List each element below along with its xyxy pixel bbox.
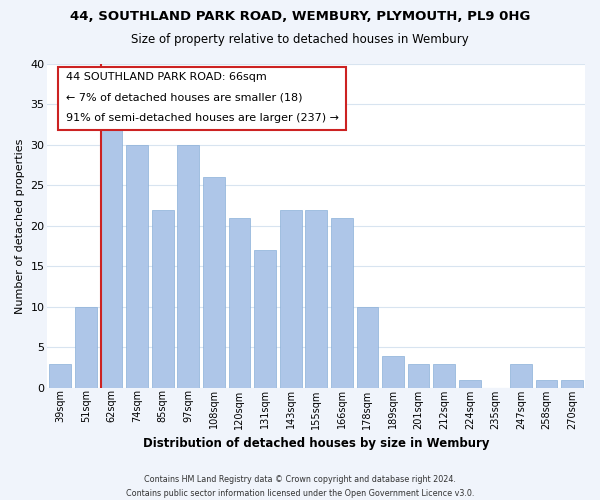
Bar bbox=[75, 307, 97, 388]
Text: ← 7% of detached houses are smaller (18): ← 7% of detached houses are smaller (18) bbox=[66, 92, 303, 102]
Bar bbox=[433, 364, 455, 388]
Bar bbox=[126, 145, 148, 388]
Bar bbox=[536, 380, 557, 388]
FancyBboxPatch shape bbox=[58, 67, 346, 130]
Bar bbox=[305, 210, 327, 388]
Bar bbox=[331, 218, 353, 388]
Bar bbox=[254, 250, 276, 388]
Text: Contains HM Land Registry data © Crown copyright and database right 2024.
Contai: Contains HM Land Registry data © Crown c… bbox=[126, 476, 474, 498]
Text: 44, SOUTHLAND PARK ROAD, WEMBURY, PLYMOUTH, PL9 0HG: 44, SOUTHLAND PARK ROAD, WEMBURY, PLYMOU… bbox=[70, 10, 530, 23]
Text: 91% of semi-detached houses are larger (237) →: 91% of semi-detached houses are larger (… bbox=[66, 113, 339, 123]
Text: 44 SOUTHLAND PARK ROAD: 66sqm: 44 SOUTHLAND PARK ROAD: 66sqm bbox=[66, 72, 267, 82]
Bar bbox=[178, 145, 199, 388]
Bar bbox=[49, 364, 71, 388]
Text: Size of property relative to detached houses in Wembury: Size of property relative to detached ho… bbox=[131, 32, 469, 46]
Bar bbox=[280, 210, 302, 388]
Bar bbox=[382, 356, 404, 388]
Bar bbox=[408, 364, 430, 388]
Bar bbox=[510, 364, 532, 388]
Bar bbox=[203, 178, 225, 388]
Bar bbox=[152, 210, 173, 388]
X-axis label: Distribution of detached houses by size in Wembury: Distribution of detached houses by size … bbox=[143, 437, 490, 450]
Bar bbox=[356, 307, 379, 388]
Bar bbox=[229, 218, 250, 388]
Y-axis label: Number of detached properties: Number of detached properties bbox=[15, 138, 25, 314]
Bar bbox=[459, 380, 481, 388]
Bar bbox=[101, 120, 122, 388]
Bar bbox=[562, 380, 583, 388]
